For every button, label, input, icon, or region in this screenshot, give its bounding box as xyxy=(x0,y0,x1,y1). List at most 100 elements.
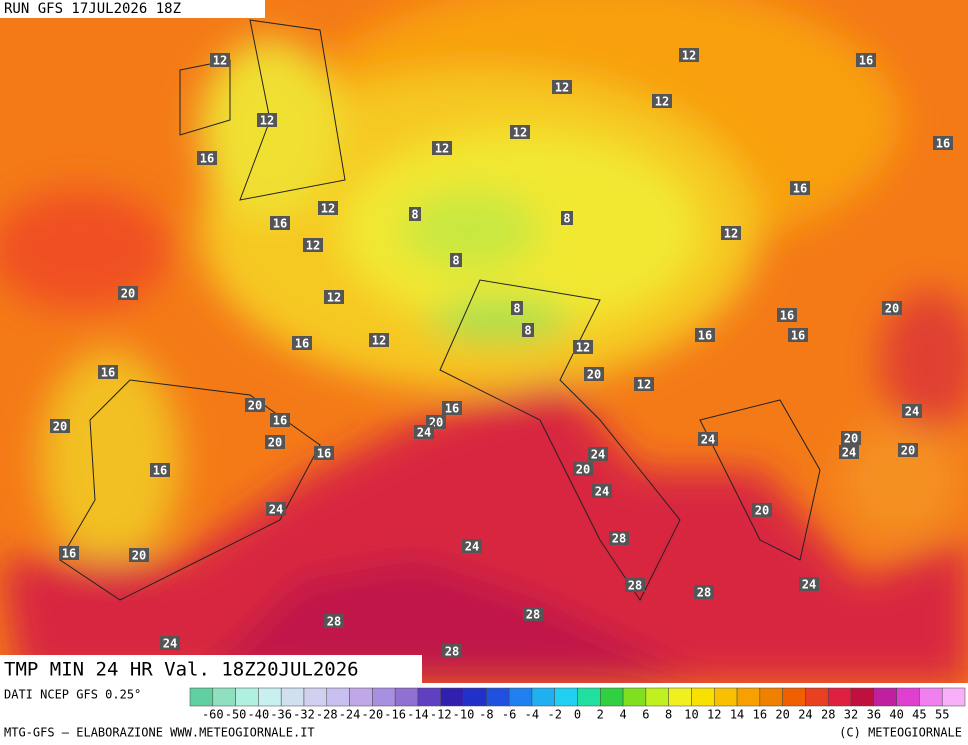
contour-label: 12 xyxy=(513,126,527,140)
label-box xyxy=(98,365,118,379)
contour-label: 20 xyxy=(132,549,146,563)
label-box xyxy=(409,207,421,221)
colorbar-label: -16 xyxy=(384,708,406,722)
color-swatch xyxy=(326,687,350,707)
colorbar-label: 12 xyxy=(707,708,721,722)
contour-label: 24 xyxy=(163,637,177,651)
label-box xyxy=(318,201,338,215)
contour-label: 16 xyxy=(791,329,805,343)
label-box xyxy=(839,445,859,459)
title-box xyxy=(0,655,422,683)
color-swatch xyxy=(440,687,464,707)
contour-label: 24 xyxy=(591,448,605,462)
label-box xyxy=(698,432,718,446)
label-box xyxy=(442,401,462,415)
colorbar-label: -60 xyxy=(202,708,224,722)
colorbar-label: 32 xyxy=(844,708,858,722)
colorbar-label: 6 xyxy=(642,708,649,722)
contour-label: 28 xyxy=(445,645,459,659)
label-box xyxy=(588,447,608,461)
contour-label: 16 xyxy=(793,182,807,196)
contour-label: 20 xyxy=(121,287,135,301)
label-box xyxy=(799,577,819,591)
contour-label: 8 xyxy=(452,254,459,268)
contour-label: 16 xyxy=(273,217,287,231)
label-box xyxy=(118,286,138,300)
color-swatch xyxy=(303,687,328,707)
copyright: (C) METEOGIORNALE xyxy=(839,726,962,740)
label-box xyxy=(150,463,170,477)
contour-label: 12 xyxy=(555,81,569,95)
contour-label: 28 xyxy=(327,615,341,629)
contour-label: 24 xyxy=(417,426,431,440)
colorbar-label: 10 xyxy=(684,708,698,722)
label-box xyxy=(245,398,265,412)
contour-label: 20 xyxy=(576,463,590,477)
label-box xyxy=(933,136,953,150)
colorbar-label: 2 xyxy=(597,708,604,722)
label-box xyxy=(625,578,645,592)
color-swatch xyxy=(372,687,396,707)
colorbar-label: -32 xyxy=(293,708,315,722)
colorbar-label: 55 xyxy=(935,708,949,722)
color-swatch xyxy=(577,687,601,707)
label-box xyxy=(790,181,810,195)
contour-label: 16 xyxy=(780,309,794,323)
contour-label: 8 xyxy=(513,302,520,316)
color-swatch xyxy=(531,687,555,707)
contour-label: 20 xyxy=(901,444,915,458)
label-box xyxy=(788,328,808,342)
label-box xyxy=(442,644,462,658)
label-box xyxy=(59,546,79,560)
label-box xyxy=(369,333,389,347)
label-box xyxy=(292,336,312,350)
color-swatch xyxy=(212,687,236,707)
label-box xyxy=(777,308,797,322)
contour-label: 12 xyxy=(435,142,449,156)
color-swatch xyxy=(349,687,373,707)
temperature-field xyxy=(0,0,968,683)
color-swatch xyxy=(941,687,966,707)
label-box xyxy=(160,636,180,650)
contour-label: 16 xyxy=(859,54,873,68)
label-box xyxy=(324,614,344,628)
colorbar: -60 -50 -40 -36 -32 -28 -24 -20 -16 -14 -12 -10 -8 -6… xyxy=(189,687,966,722)
map-title: TMP MIN 24 HR Val. 18Z20JUL2026 xyxy=(4,659,359,681)
color-swatch xyxy=(280,687,305,707)
colorbar-label: 20 xyxy=(775,708,789,722)
colorbar-label: 40 xyxy=(889,708,903,722)
label-box xyxy=(721,226,741,240)
contour-label: 24 xyxy=(905,405,919,419)
contour-label: 12 xyxy=(372,334,386,348)
contour-label: 24 xyxy=(701,433,715,447)
label-box xyxy=(303,238,323,252)
label-box xyxy=(592,484,612,498)
contour-label: 24 xyxy=(842,446,856,460)
label-box xyxy=(841,431,861,445)
label-box xyxy=(129,548,149,562)
colorbar-label: 0 xyxy=(574,708,581,722)
colorbar-label: 28 xyxy=(821,708,835,722)
contour-label: 24 xyxy=(465,540,479,554)
contour-label: 16 xyxy=(273,414,287,428)
contour-label: 16 xyxy=(445,402,459,416)
contour-label: 16 xyxy=(936,137,950,151)
label-box xyxy=(573,462,593,476)
contour-label: 24 xyxy=(269,503,283,517)
label-box xyxy=(694,585,714,599)
colorbar-label: -50 xyxy=(225,708,247,722)
label-box xyxy=(257,113,277,127)
colorbar-label: 8 xyxy=(665,708,672,722)
label-box xyxy=(752,503,772,517)
label-box xyxy=(552,80,572,94)
color-swatch xyxy=(645,687,669,707)
colorbar-label: 24 xyxy=(798,708,812,722)
contour-label: 20 xyxy=(268,436,282,450)
color-swatch xyxy=(258,687,282,707)
contour-label: 20 xyxy=(755,504,769,518)
label-box xyxy=(898,443,918,457)
color-swatch xyxy=(759,687,783,707)
label-box xyxy=(432,141,452,155)
